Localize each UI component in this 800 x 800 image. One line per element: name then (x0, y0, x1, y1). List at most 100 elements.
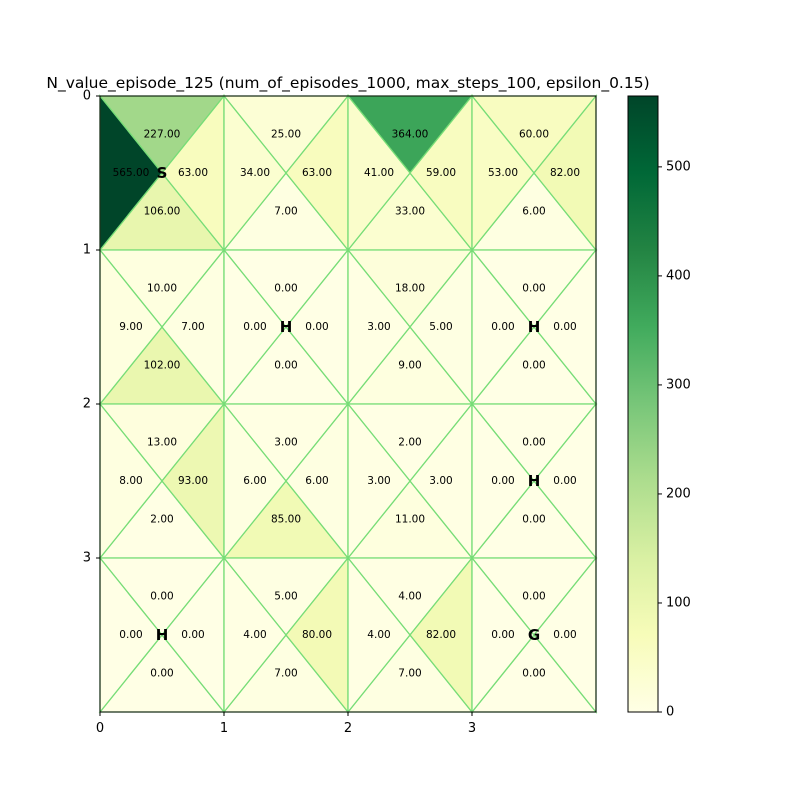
state-marker: H (528, 472, 541, 490)
value-label-up: 3.00 (274, 437, 297, 449)
value-label-down: 102.00 (144, 360, 181, 372)
value-label-right: 0.00 (553, 321, 576, 333)
value-label-up: 0.00 (150, 591, 173, 603)
value-label-up: 227.00 (144, 129, 181, 141)
value-label-up: 0.00 (522, 437, 545, 449)
value-label-left: 565.00 (113, 167, 150, 179)
y-tick-label: 2 (83, 397, 91, 412)
value-label-right: 82.00 (426, 629, 456, 641)
value-label-right: 0.00 (553, 629, 576, 641)
triangle-left (471, 402, 535, 560)
grid-cell-2-0: 13.00 8.00 93.00 2.00 (98, 402, 226, 560)
colorbar-tick-label: 200 (666, 486, 691, 501)
value-label-left: 41.00 (364, 167, 394, 179)
triangle-left (347, 248, 411, 406)
value-label-left: 0.00 (491, 321, 514, 333)
value-label-left: 0.00 (119, 629, 142, 641)
value-label-down: 106.00 (144, 206, 181, 218)
grid-cell-3-3: 0.00 0.00 0.00 0.00 G (470, 556, 598, 714)
value-label-right: 82.00 (550, 167, 580, 179)
value-label-left: 4.00 (243, 629, 266, 641)
grid-cell-1-2: 18.00 3.00 5.00 9.00 (346, 248, 474, 406)
x-tick-label: 2 (344, 721, 352, 736)
grid-cell-0-1: 25.00 34.00 63.00 7.00 (222, 94, 350, 252)
value-label-left: 0.00 (491, 629, 514, 641)
triangle-left (223, 94, 287, 252)
value-label-down: 11.00 (395, 514, 425, 526)
value-label-left: 9.00 (119, 321, 142, 333)
grid-cell-0-3: 60.00 53.00 82.00 6.00 (470, 94, 598, 252)
value-label-left: 53.00 (488, 167, 518, 179)
value-label-up: 0.00 (522, 591, 545, 603)
triangle-left (347, 556, 411, 714)
colorbar-tick-label: 100 (666, 595, 691, 610)
state-marker: H (280, 318, 293, 336)
value-label-down: 0.00 (522, 668, 545, 680)
value-label-left: 0.00 (491, 475, 514, 487)
value-label-down: 9.00 (398, 360, 421, 372)
y-tick-label: 0 (83, 89, 91, 104)
y-tick-label: 1 (83, 243, 91, 258)
value-label-down: 7.00 (274, 206, 297, 218)
triangle-left (471, 248, 535, 406)
value-label-up: 13.00 (147, 437, 177, 449)
grid-cell-2-3: 0.00 0.00 0.00 0.00 H (470, 402, 598, 560)
value-label-up: 60.00 (519, 129, 549, 141)
colorbar-tick-label: 500 (666, 159, 691, 174)
state-marker: H (528, 318, 541, 336)
value-label-right: 93.00 (178, 475, 208, 487)
value-label-up: 5.00 (274, 591, 297, 603)
colorbar-tick-label: 400 (666, 268, 691, 283)
value-label-right: 5.00 (429, 321, 452, 333)
value-label-right: 6.00 (305, 475, 328, 487)
value-label-down: 85.00 (271, 514, 301, 526)
value-label-right: 3.00 (429, 475, 452, 487)
value-label-left: 4.00 (367, 629, 390, 641)
value-label-down: 2.00 (150, 514, 173, 526)
value-label-right: 63.00 (178, 167, 208, 179)
colorbar-tick-label: 0 (666, 705, 674, 720)
state-marker: H (156, 626, 169, 644)
value-label-left: 3.00 (367, 475, 390, 487)
triangle-left (347, 402, 411, 560)
grid-cell-2-1: 3.00 6.00 6.00 85.00 (222, 402, 350, 560)
state-marker: G (528, 626, 540, 644)
value-label-left: 0.00 (243, 321, 266, 333)
grid-cell-3-1: 5.00 4.00 80.00 7.00 (222, 556, 350, 714)
value-label-up: 25.00 (271, 129, 301, 141)
colorbar-scale (627, 95, 659, 713)
value-label-down: 0.00 (522, 360, 545, 372)
grid-cell-3-0: 0.00 0.00 0.00 0.00 H (98, 556, 226, 714)
x-tick-label: 3 (468, 721, 476, 736)
value-label-down: 0.00 (274, 360, 297, 372)
triangle-left (223, 248, 287, 406)
value-label-right: 63.00 (302, 167, 332, 179)
grid-cell-0-0: 227.00 565.00 63.00 106.00 S (98, 94, 226, 252)
grid-cell-1-0: 10.00 9.00 7.00 102.00 (98, 248, 226, 406)
chart-title: N_value_episode_125 (num_of_episodes_100… (46, 74, 649, 93)
triangle-left (223, 556, 287, 714)
value-label-up: 0.00 (274, 283, 297, 295)
value-label-left: 8.00 (119, 475, 142, 487)
value-label-up: 18.00 (395, 283, 425, 295)
value-label-right: 0.00 (553, 475, 576, 487)
value-label-right: 80.00 (302, 629, 332, 641)
value-label-up: 364.00 (392, 129, 429, 141)
triangle-left (223, 402, 287, 560)
value-label-down: 6.00 (522, 206, 545, 218)
grid-cell-1-3: 0.00 0.00 0.00 0.00 H (470, 248, 598, 406)
value-label-right: 0.00 (181, 629, 204, 641)
triangle-left (471, 556, 535, 714)
value-label-up: 10.00 (147, 283, 177, 295)
colorbar-tick-label: 300 (666, 377, 691, 392)
x-tick-label: 1 (220, 721, 228, 736)
value-label-left: 34.00 (240, 167, 270, 179)
value-label-left: 3.00 (367, 321, 390, 333)
colorbar: 0 100 200 300 400 500 (627, 95, 691, 720)
value-label-left: 6.00 (243, 475, 266, 487)
value-label-down: 7.00 (398, 668, 421, 680)
value-label-up: 4.00 (398, 591, 421, 603)
value-label-up: 0.00 (522, 283, 545, 295)
